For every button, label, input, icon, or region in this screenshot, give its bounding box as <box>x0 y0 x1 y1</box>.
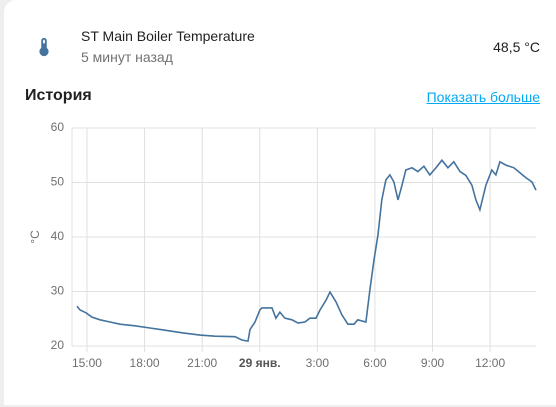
history-title: История <box>25 87 92 104</box>
y-tick-label: 60 <box>51 120 65 134</box>
more-info-card: ST Main Boiler Temperature 5 минут назад… <box>4 0 556 405</box>
x-tick-label: 3:00 <box>306 356 330 370</box>
x-tick-label: 29 янв. <box>239 356 281 370</box>
entity-state: 48,5 °C <box>493 39 540 55</box>
history-chart: 20 30 40 50 60 15:00 18:00 21:00 29 янв. 3:00 6:00… <box>28 120 537 370</box>
x-tick-label: 15:00 <box>72 356 102 370</box>
y-axis-label: °C <box>28 230 42 244</box>
x-tick-label: 12:00 <box>475 356 505 370</box>
x-tick-label: 9:00 <box>421 356 445 370</box>
x-tick-label: 18:00 <box>130 356 160 370</box>
y-tick-label: 40 <box>51 229 65 243</box>
y-tick-label: 30 <box>51 284 65 298</box>
show-more-link[interactable]: Показать больше <box>426 89 540 105</box>
x-tick-label: 21:00 <box>187 356 217 370</box>
y-tick-label: 50 <box>51 175 65 189</box>
y-tick-label: 20 <box>51 338 65 352</box>
thermometer-icon <box>39 37 49 57</box>
last-changed: 5 минут назад <box>81 49 173 65</box>
temperature-line <box>76 158 537 343</box>
entity-name: ST Main Boiler Temperature <box>81 28 255 44</box>
x-tick-label: 6:00 <box>363 356 387 370</box>
